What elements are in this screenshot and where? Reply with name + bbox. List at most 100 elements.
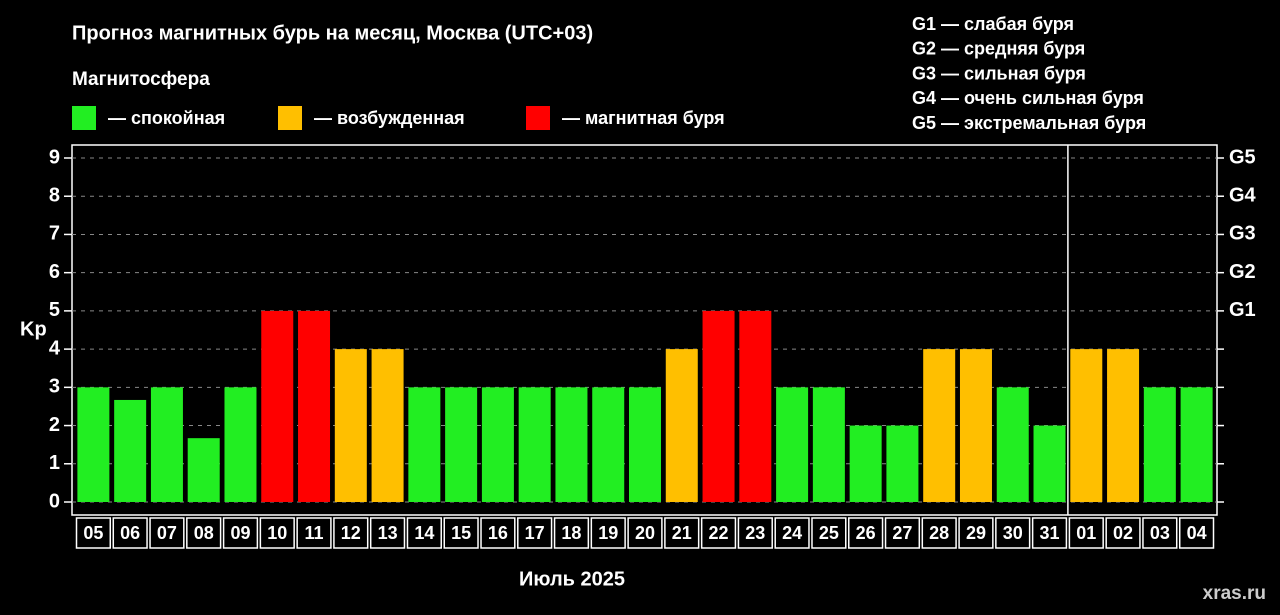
x-tick-label: 27 <box>892 523 912 543</box>
x-tick-box <box>700 517 737 549</box>
bar <box>849 425 882 502</box>
y-tick-label: 4 <box>49 337 61 359</box>
bar <box>1143 387 1176 502</box>
x-tick-box <box>259 517 295 549</box>
x-tick-label: 13 <box>378 523 398 543</box>
bar <box>959 349 992 502</box>
x-tick-label: 12 <box>341 523 361 543</box>
x-tick-box <box>517 517 553 549</box>
bar <box>886 425 919 502</box>
y-tick-label: 6 <box>49 261 60 283</box>
x-tick-label: 03 <box>1150 523 1170 543</box>
storm-level-note: G1 — слабая буря <box>912 14 1074 34</box>
bar <box>114 399 147 502</box>
x-tick-box <box>590 517 626 549</box>
bar <box>334 349 367 502</box>
bar <box>408 387 441 502</box>
storm-level-note: G4 — очень сильная буря <box>912 88 1144 108</box>
y2-tick-label: G5 <box>1229 146 1256 168</box>
x-tick-label: 02 <box>1113 523 1133 543</box>
y-tick-label: 9 <box>49 146 60 168</box>
x-tick-box <box>1068 517 1104 549</box>
bar <box>445 387 478 502</box>
bar <box>996 387 1029 502</box>
x-tick-label: 11 <box>305 523 324 543</box>
x-tick-box <box>333 517 369 549</box>
y-tick-label: 2 <box>49 414 60 436</box>
x-tick-box <box>995 517 1031 549</box>
x-tick-box <box>112 517 148 549</box>
bar <box>77 387 110 502</box>
x-tick-label: 16 <box>488 523 508 543</box>
bar <box>702 310 735 502</box>
storm-level-note: G2 — средняя буря <box>912 39 1085 59</box>
x-tick-label: 25 <box>819 523 839 543</box>
chart-title: Прогноз магнитных бурь на месяц, Москва … <box>72 22 593 44</box>
x-tick-label: 06 <box>120 523 140 543</box>
x-tick-label: 07 <box>157 523 177 543</box>
x-tick-box <box>884 517 921 549</box>
x-tick-label: 22 <box>709 523 729 543</box>
x-tick-label: 23 <box>745 523 765 543</box>
legend-title: Магнитосфера <box>72 69 210 90</box>
x-tick-label: 05 <box>83 523 103 543</box>
x-tick-box <box>443 517 479 549</box>
y-tick-label: 1 <box>49 452 60 474</box>
x-tick-box <box>149 517 185 549</box>
bar <box>629 387 661 502</box>
x-tick-box <box>627 517 663 549</box>
bar <box>187 438 220 502</box>
y-axis-label: Kp <box>20 318 47 340</box>
x-tick-box <box>75 517 112 549</box>
x-tick-label: 21 <box>672 523 692 543</box>
y2-tick-label: G3 <box>1229 223 1256 245</box>
legend-label: — спокойная <box>108 108 225 128</box>
bar <box>481 387 514 502</box>
x-tick-label: 08 <box>194 523 214 543</box>
y-tick-label: 8 <box>49 185 60 207</box>
bar <box>739 310 772 502</box>
x-tick-box <box>774 517 810 549</box>
watermark: xras.ru <box>1203 583 1266 604</box>
y-tick-label: 3 <box>49 376 60 398</box>
y-tick-label: 7 <box>49 223 60 245</box>
bar <box>224 387 257 502</box>
x-tick-box <box>848 517 884 549</box>
y-tick-label: 0 <box>49 490 60 512</box>
bar <box>371 349 404 502</box>
legend-swatch <box>278 106 302 130</box>
y2-tick-label: G4 <box>1229 185 1257 207</box>
bar <box>592 387 625 502</box>
x-tick-box <box>553 517 590 549</box>
bar <box>812 387 845 502</box>
bar <box>555 387 588 502</box>
legend-swatch <box>72 106 96 130</box>
y2-tick-label: G2 <box>1229 261 1256 283</box>
storm-level-note: G5 — экстремальная буря <box>912 113 1146 133</box>
bar <box>1070 349 1103 502</box>
bar <box>518 387 551 502</box>
x-tick-label: 04 <box>1187 523 1207 543</box>
bar <box>150 387 183 502</box>
y2-tick-label: G1 <box>1229 299 1256 321</box>
plot-frame <box>71 144 1218 516</box>
x-tick-label: 20 <box>635 523 655 543</box>
x-tick-label: 31 <box>1040 523 1060 543</box>
x-tick-label: 14 <box>414 523 434 543</box>
x-tick-box <box>958 517 994 549</box>
x-tick-box <box>406 517 442 549</box>
y-tick-label: 5 <box>49 299 60 321</box>
x-tick-box <box>296 517 332 549</box>
x-tick-label: 09 <box>230 523 250 543</box>
bar <box>923 349 956 502</box>
bar <box>1033 425 1066 502</box>
bar <box>298 310 331 502</box>
bar <box>776 387 809 502</box>
x-tick-box <box>1105 517 1141 549</box>
x-tick-box <box>369 517 406 549</box>
x-tick-label: 26 <box>856 523 876 543</box>
legend-label: — возбужденная <box>314 108 465 128</box>
x-tick-label: 15 <box>451 523 471 543</box>
x-tick-label: 17 <box>525 523 545 543</box>
